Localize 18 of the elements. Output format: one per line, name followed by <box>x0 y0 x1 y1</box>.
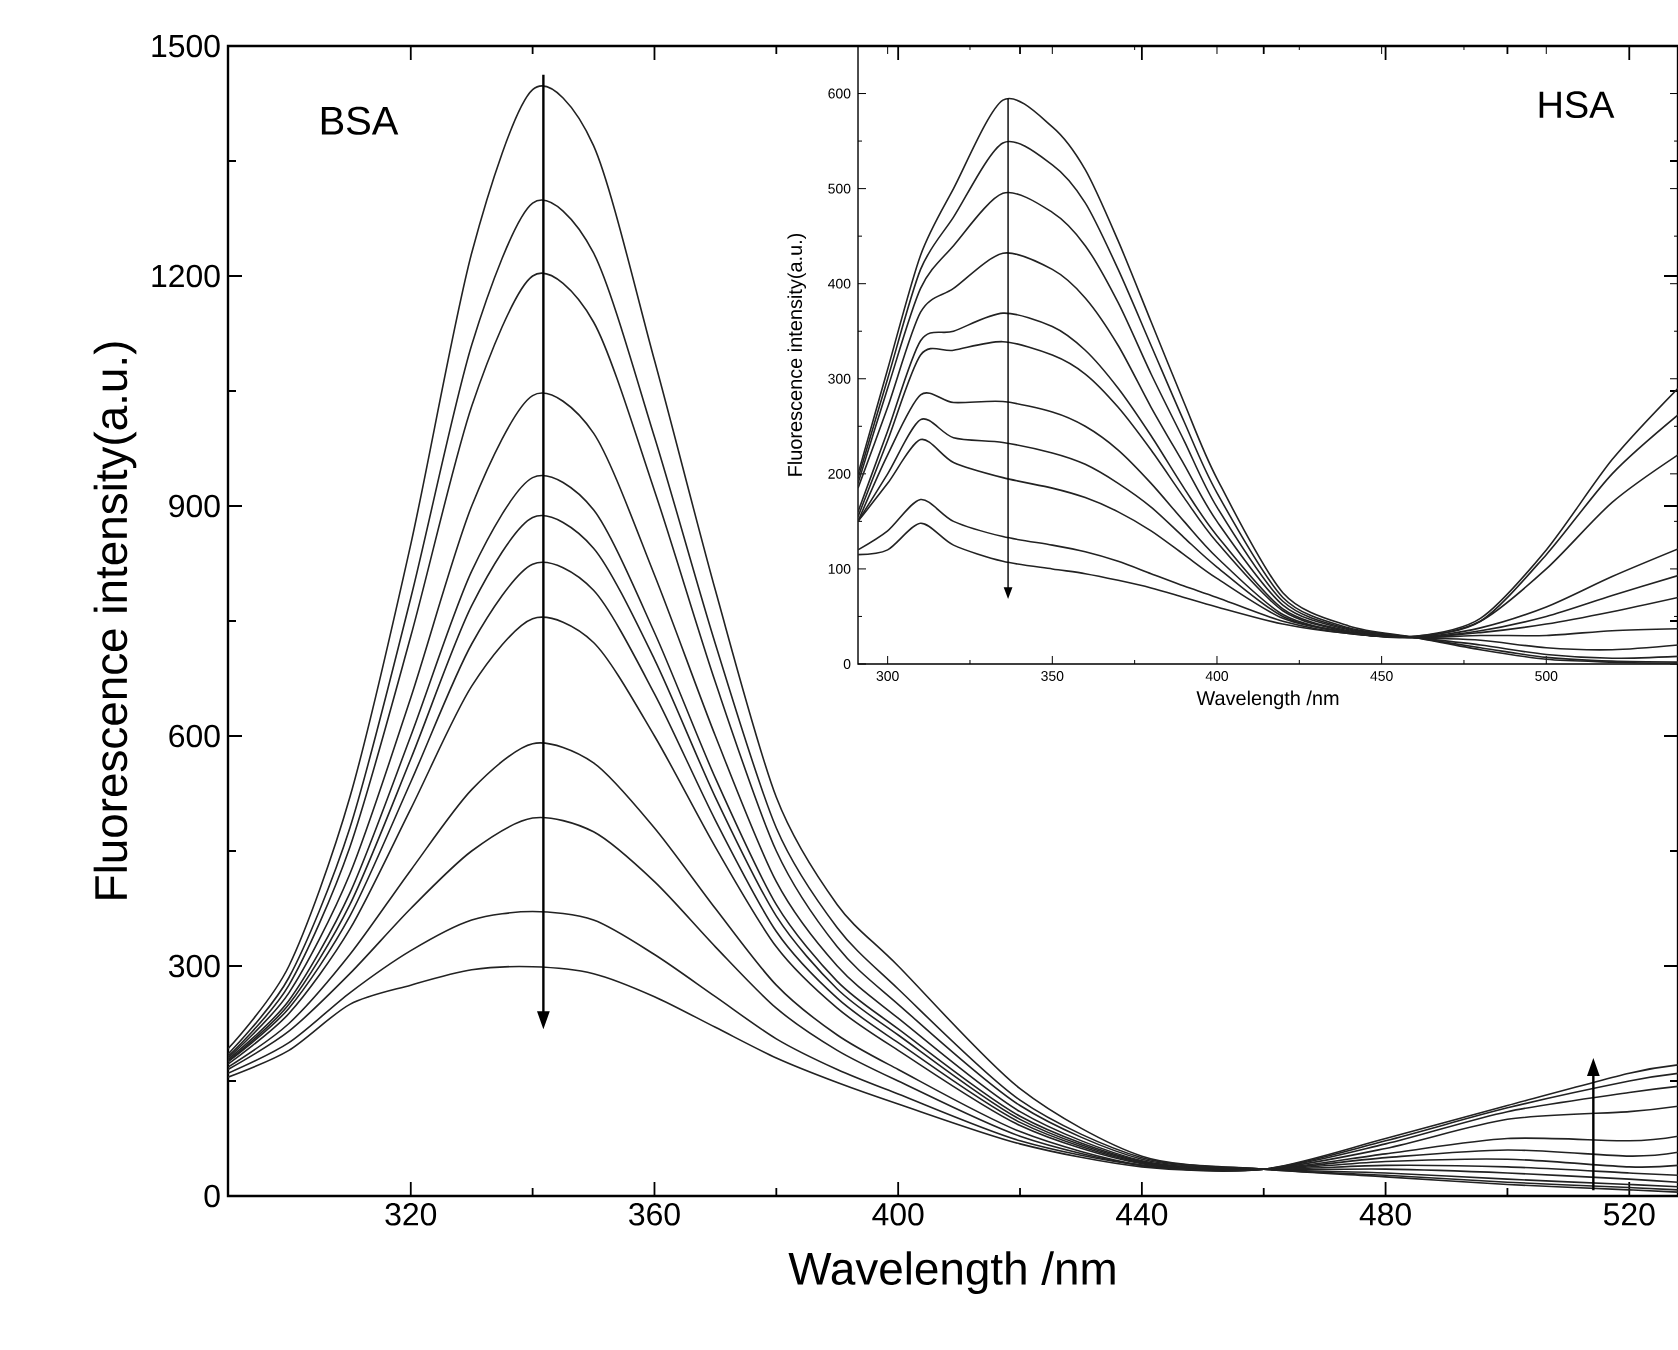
x-tick-label: 440 <box>1116 1203 1168 1226</box>
y-tick-label: 300 <box>168 954 220 978</box>
y-tick-label: 0 <box>204 1184 220 1208</box>
y-tick-label: 600 <box>169 724 220 748</box>
x-tick-label: 360 <box>629 1203 680 1226</box>
x-axis-title: Wavelength /nm <box>788 1251 1115 1294</box>
x-tick-label: 400 <box>872 1203 924 1226</box>
y-axis-title: Fluorescence intensity(a.u.) <box>787 233 807 476</box>
y-tick-label: 1500 <box>152 34 220 58</box>
x-tick-label: 320 <box>385 1203 437 1226</box>
x-axis-title: Wavelength /nm <box>1196 690 1339 710</box>
y-tick-label: 900 <box>169 494 220 518</box>
x-tick-label: 520 <box>1603 1203 1655 1226</box>
annotation: HSA <box>1539 91 1615 119</box>
x-tick-label: 480 <box>1359 1203 1411 1226</box>
y-tick-label: 1200 <box>152 264 220 288</box>
y-axis-title: Fluorescence intensity(a.u.) <box>93 342 137 899</box>
annotation: BSA <box>321 106 399 135</box>
